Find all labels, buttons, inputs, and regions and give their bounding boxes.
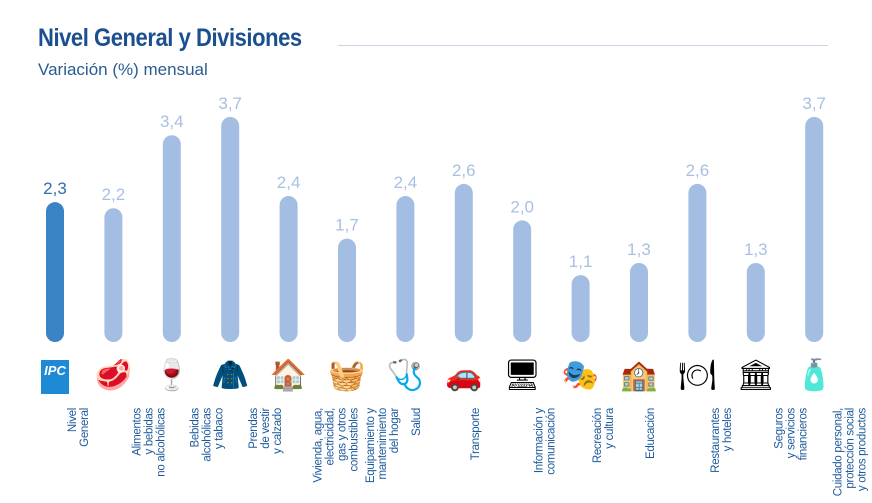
bank-icon: 🏛 — [736, 359, 775, 392]
data-label: 3,7 — [802, 94, 826, 113]
bar — [630, 262, 648, 342]
bar — [46, 202, 64, 342]
category-label: Vivienda, agua, electricidad, gas y otro… — [312, 408, 361, 483]
bar — [571, 275, 590, 342]
category-label: Salud — [411, 408, 424, 436]
data-label: 3,4 — [160, 112, 184, 131]
category-label: Transporte — [469, 408, 482, 461]
title-rule — [338, 45, 828, 46]
data-label: 2,4 — [394, 173, 418, 192]
house-icon: 🏠 — [269, 359, 308, 392]
theater-masks-icon: 🎭 — [561, 359, 600, 392]
ipc-ba-logo-icon: IPC — [41, 360, 69, 394]
personal-care-icon: 🧴 — [795, 359, 833, 392]
data-label: 2,0 — [510, 197, 534, 216]
category-label: Seguros y servicios financieros — [773, 408, 810, 461]
data-label: 1,3 — [744, 240, 768, 259]
bar — [513, 220, 532, 342]
chart-subtitle: Variación (%) mensual — [38, 60, 208, 79]
category-label: Alimentos y bebidas no alcohólicas — [131, 408, 168, 477]
bar — [805, 117, 824, 342]
bar — [104, 208, 123, 342]
bar — [746, 262, 765, 342]
data-label: 1,7 — [335, 216, 359, 235]
data-label: 1,3 — [627, 240, 651, 259]
category-label: Nivel General — [67, 408, 91, 447]
category-label: Recreación y cultura — [592, 408, 617, 464]
bar — [279, 196, 298, 342]
data-label: 3,7 — [218, 94, 242, 113]
bar — [454, 183, 473, 342]
school-icon: 🏫 — [620, 359, 658, 392]
appliances-icon: 🧺 — [328, 359, 366, 392]
data-label: 2,2 — [102, 185, 126, 204]
bar — [338, 238, 356, 342]
category-label: Restaurantes y hoteles — [709, 408, 734, 473]
category-label: Información y comunicación — [534, 408, 559, 475]
data-label: 2,6 — [452, 161, 476, 180]
data-label: 2,6 — [686, 161, 710, 180]
doctor-icon: 🩺 — [386, 359, 425, 392]
category-label: Prendas de vestir y calzado — [248, 408, 285, 454]
computer-icon: 🖥 — [503, 359, 542, 392]
category-label: Educación — [645, 408, 657, 460]
food-icon: 🥩 — [94, 359, 133, 392]
bar — [396, 196, 415, 342]
bar — [162, 135, 181, 342]
chart-title: Nivel General y Divisiones — [38, 24, 302, 52]
restaurant-icon: 🍽 — [678, 359, 717, 392]
category-label: Equipamiento y mantenimiento del hogar — [365, 408, 401, 484]
transport-icon: 🚗 — [445, 359, 483, 392]
clothing-icon: 🧥 — [211, 359, 249, 392]
data-label: 2,3 — [43, 179, 67, 198]
category-label: Bebidas alcohólicas y tabaco — [189, 408, 226, 462]
data-label: 2,4 — [277, 173, 301, 192]
bar — [688, 183, 707, 342]
data-label: 1,1 — [569, 252, 593, 271]
category-label: Cuidado personal, protección social y ot… — [832, 408, 869, 497]
bar — [221, 117, 240, 342]
bottles-icon: 🍷 — [153, 359, 191, 392]
